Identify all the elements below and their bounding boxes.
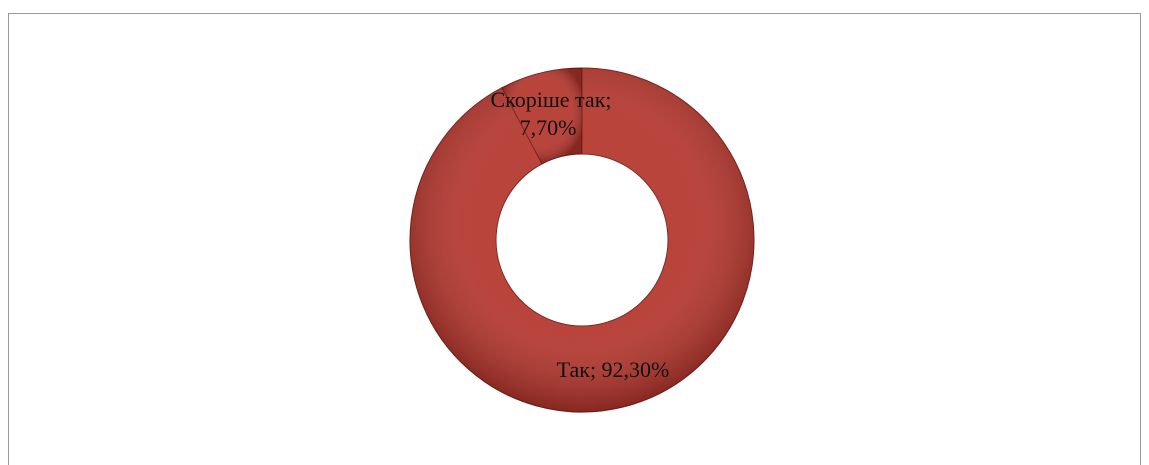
slice-shade bbox=[501, 68, 582, 164]
chart-frame bbox=[8, 13, 1141, 465]
slices bbox=[409, 67, 755, 413]
slice-shade bbox=[409, 68, 754, 412]
labels: Так; 92,30% Скоріше так; 7,70% bbox=[490, 87, 669, 382]
data-label: Так; 92,30% bbox=[557, 357, 670, 382]
data-label: Скоріше так; bbox=[490, 87, 611, 112]
data-label: 7,70% bbox=[520, 115, 577, 140]
